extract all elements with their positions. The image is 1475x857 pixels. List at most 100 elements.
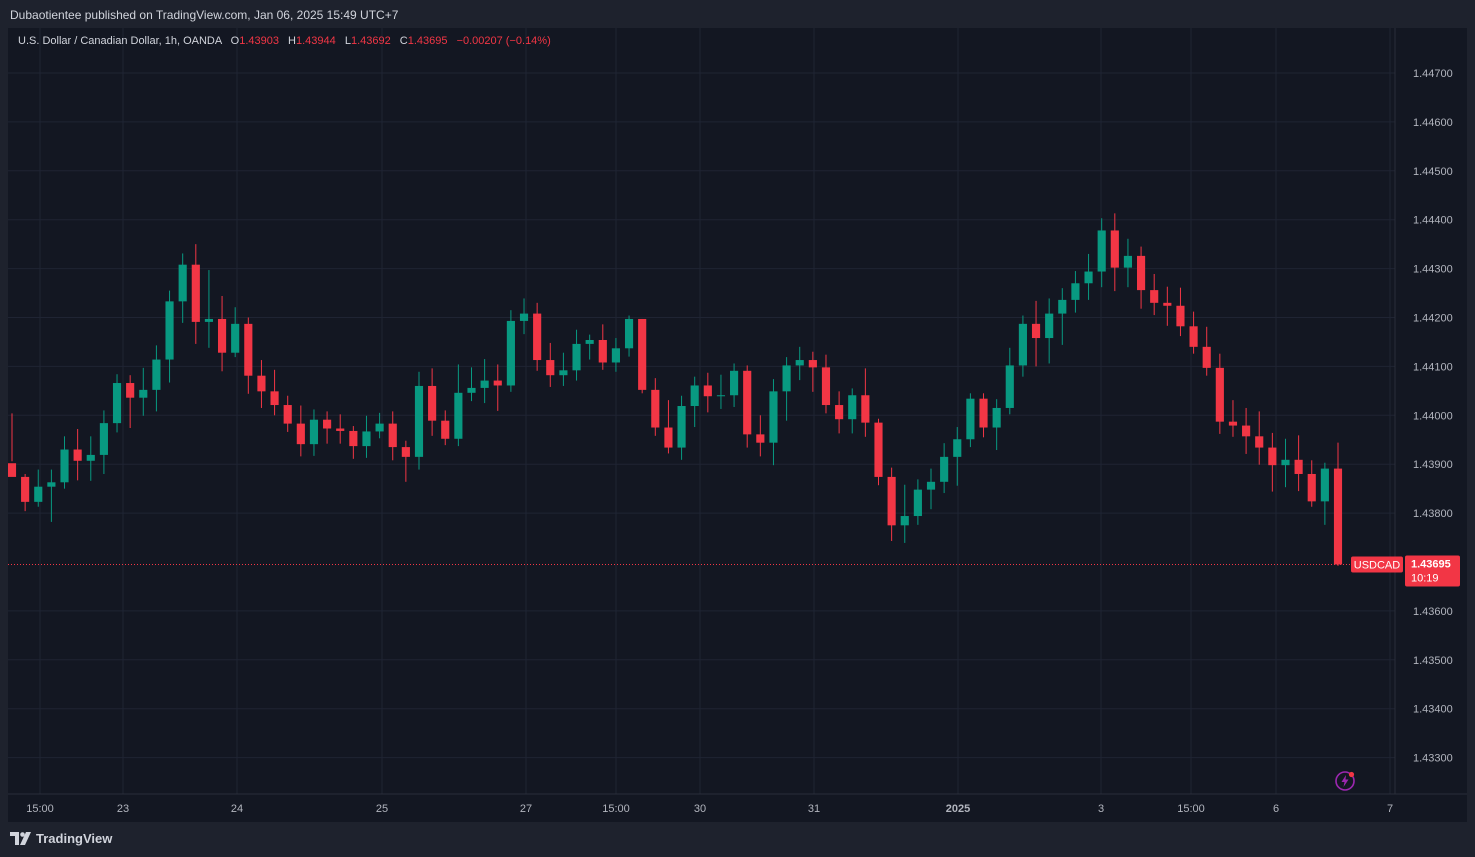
candle[interactable] [1123,238,1133,288]
candle[interactable] [664,400,673,454]
candle[interactable] [414,371,424,470]
candle[interactable] [1018,315,1027,377]
candle[interactable] [703,372,712,413]
candle[interactable] [979,393,988,438]
candle[interactable] [112,374,122,433]
candle[interactable] [848,388,857,434]
candle[interactable] [730,363,739,407]
candle[interactable] [362,415,371,458]
candle[interactable] [992,399,1001,451]
candle[interactable] [126,375,135,429]
candle[interactable] [926,468,936,510]
candle[interactable] [1176,287,1185,337]
candle[interactable] [1242,407,1251,454]
candle[interactable] [900,484,909,543]
candle[interactable] [940,443,949,494]
candle[interactable] [296,405,305,457]
tradingview-logo[interactable]: TradingView [10,831,112,846]
candle[interactable] [861,368,870,437]
candle[interactable] [795,346,804,381]
candle[interactable] [217,295,227,372]
candle[interactable] [1215,353,1224,434]
candle[interactable] [1202,326,1211,376]
candle[interactable] [533,302,542,371]
candle[interactable] [1268,432,1277,492]
candle[interactable] [323,411,332,444]
candlestick-chart[interactable]: 1.43300 1.43400 1.43500 1.43600 1.43800 1.439… [8,28,1467,822]
candle[interactable] [953,427,962,486]
candle[interactable] [165,290,174,383]
candle[interactable] [966,393,975,448]
candle[interactable] [191,244,200,344]
candle[interactable] [257,360,266,408]
candle[interactable] [454,364,463,447]
candle[interactable] [743,365,752,448]
candle[interactable] [467,367,476,402]
candle[interactable] [231,307,240,358]
candle[interactable] [624,315,634,357]
candle[interactable] [1005,347,1014,415]
candle[interactable] [546,342,555,387]
candle[interactable] [99,410,108,474]
candle[interactable] [244,317,253,394]
candle[interactable] [309,409,319,456]
candle[interactable] [1307,460,1316,507]
candle[interactable] [388,411,397,461]
candle[interactable] [1136,246,1146,309]
candle[interactable] [283,395,292,432]
chart-panel[interactable]: 1.43300 1.43400 1.43500 1.43600 1.43800 1.439… [8,28,1467,822]
candle[interactable] [270,369,279,416]
candle[interactable] [1110,213,1119,292]
candle[interactable] [835,391,844,434]
candle[interactable] [1071,271,1080,313]
candle[interactable] [1255,411,1264,465]
candle[interactable] [480,359,489,404]
candle[interactable] [611,338,620,372]
candle[interactable] [1333,442,1343,566]
candle[interactable] [572,329,581,381]
candle[interactable] [86,436,95,481]
candle[interactable] [769,379,778,466]
candle[interactable] [585,334,594,360]
candle[interactable] [152,345,161,412]
candle[interactable] [1228,400,1238,437]
candle[interactable] [677,395,686,460]
candle[interactable] [47,469,56,522]
candle[interactable] [874,418,883,486]
candle[interactable] [638,318,647,394]
candle[interactable] [349,426,358,459]
candle[interactable] [716,374,726,409]
candle[interactable] [441,410,450,446]
candle[interactable] [401,440,410,482]
candle[interactable] [821,354,831,414]
candle[interactable] [1097,218,1106,288]
candle[interactable] [651,378,660,436]
candle[interactable] [808,351,817,392]
candle[interactable] [1150,273,1159,316]
candle[interactable] [1294,435,1303,492]
candle[interactable] [887,467,896,541]
candle[interactable] [598,324,607,370]
candle[interactable] [1031,300,1041,367]
candle[interactable] [913,479,922,525]
lightning-bolt-icon[interactable] [1334,770,1356,792]
candle[interactable] [1058,288,1067,345]
candle[interactable] [204,270,214,348]
candle[interactable] [73,428,82,481]
candle[interactable] [1189,311,1198,354]
candle[interactable] [8,413,17,477]
candle[interactable] [559,352,568,386]
candle[interactable] [506,310,515,392]
candle[interactable] [1281,438,1290,488]
candle[interactable] [1084,253,1093,300]
candle[interactable] [1320,462,1329,525]
candle[interactable] [375,412,384,439]
candle[interactable] [756,415,765,457]
candle[interactable] [178,253,187,323]
candle[interactable] [1163,286,1172,326]
candle[interactable] [336,414,345,444]
candle[interactable] [1045,298,1054,364]
candle[interactable] [493,364,502,411]
candle[interactable] [428,368,437,436]
candle[interactable] [34,469,43,507]
